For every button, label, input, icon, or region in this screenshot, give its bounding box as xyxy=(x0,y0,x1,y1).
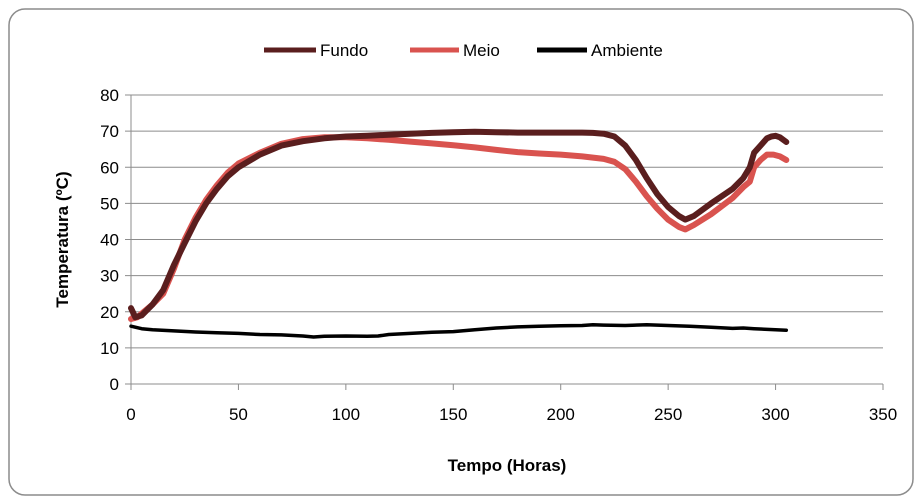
y-tick-label: 0 xyxy=(110,375,119,394)
y-tick-label: 60 xyxy=(100,158,119,177)
y-tick-label: 50 xyxy=(100,194,119,213)
y-tick-label: 10 xyxy=(100,339,119,358)
x-tick-label: 150 xyxy=(439,405,467,424)
x-axis-title: Tempo (Horas) xyxy=(448,456,567,475)
x-tick-label: 100 xyxy=(332,405,360,424)
legend-label: Fundo xyxy=(320,41,368,60)
x-tick-label: 300 xyxy=(761,405,789,424)
x-tick-label: 250 xyxy=(654,405,682,424)
y-tick-label: 20 xyxy=(100,303,119,322)
x-tick-label: 50 xyxy=(229,405,248,424)
x-tick-label: 350 xyxy=(869,405,897,424)
legend: Fundo Meio Ambiente xyxy=(264,41,663,60)
legend-label: Ambiente xyxy=(591,41,663,60)
y-axis-title: Temperatura (ºC) xyxy=(53,171,72,307)
y-tick-label: 40 xyxy=(100,231,119,250)
y-tick-label: 70 xyxy=(100,122,119,141)
y-tick-label: 30 xyxy=(100,267,119,286)
legend-label: Meio xyxy=(463,41,500,60)
x-tick-label: 0 xyxy=(126,405,135,424)
y-tick-label: 80 xyxy=(100,86,119,105)
x-tick-label: 200 xyxy=(547,405,575,424)
